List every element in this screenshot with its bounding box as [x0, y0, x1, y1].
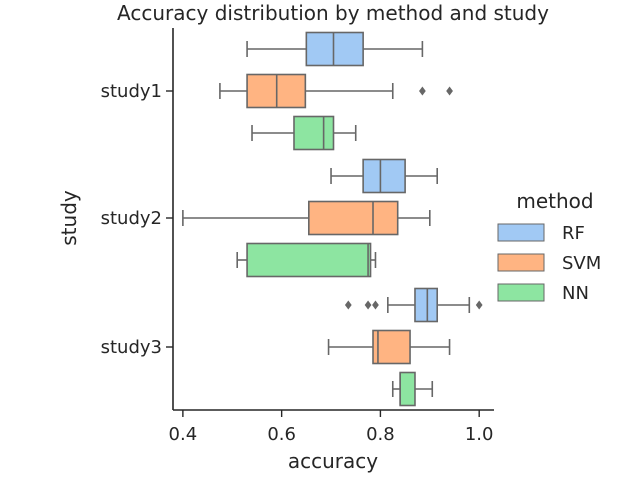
box-nn-study3	[391, 371, 434, 407]
outlier-point	[364, 300, 372, 310]
box-iqr	[246, 242, 372, 278]
chart-title: Accuracy distribution by method and stud…	[117, 1, 549, 25]
box-rf-study1	[246, 31, 424, 67]
box-iqr	[399, 371, 416, 407]
box-iqr	[305, 31, 364, 67]
legend-entry-nn: NN	[497, 283, 589, 304]
legend-label: SVM	[562, 253, 601, 274]
x-tick-label: 0.4	[169, 424, 198, 445]
box-iqr	[308, 200, 399, 236]
outlier-point	[475, 300, 483, 310]
box-svm-study3	[327, 329, 451, 365]
x-tick-label: 0.8	[366, 424, 395, 445]
legend-label: RF	[562, 223, 585, 244]
y-tick-label: study3	[101, 337, 162, 358]
legend-swatch	[497, 253, 545, 272]
legend: method RF SVM NN	[497, 189, 601, 304]
box-iqr	[414, 287, 439, 323]
y-axis: study1 study2 study3	[101, 28, 174, 410]
plot-area	[182, 31, 483, 407]
outlier-point	[344, 300, 352, 310]
box-rf-study2	[330, 158, 439, 194]
legend-entry-rf: RF	[497, 223, 585, 244]
legend-entry-svm: SVM	[497, 253, 601, 274]
outlier-point	[372, 300, 379, 310]
x-axis-label: accuracy	[288, 449, 378, 473]
box-iqr	[372, 329, 411, 365]
legend-label: NN	[562, 283, 589, 304]
x-tick-label: 1.0	[465, 424, 494, 445]
x-axis: 0.4 0.6 0.8 1.0	[169, 409, 494, 445]
legend-swatch	[497, 223, 545, 242]
box-iqr	[293, 115, 335, 151]
legend-swatch	[497, 283, 545, 302]
x-tick-label: 0.6	[267, 424, 296, 445]
legend-title: method	[516, 189, 593, 213]
box-svm-study1	[219, 73, 453, 109]
y-tick-label: study1	[101, 81, 162, 102]
y-axis-label: study	[57, 190, 81, 246]
box-iqr	[362, 158, 406, 194]
outlier-point	[419, 86, 426, 96]
box-nn-study2	[236, 242, 377, 278]
box-rf-study3	[344, 287, 483, 323]
box-svm-study2	[182, 200, 431, 236]
outlier-point	[446, 86, 453, 96]
y-tick-label: study2	[101, 208, 162, 229]
box-nn-study1	[251, 115, 357, 151]
